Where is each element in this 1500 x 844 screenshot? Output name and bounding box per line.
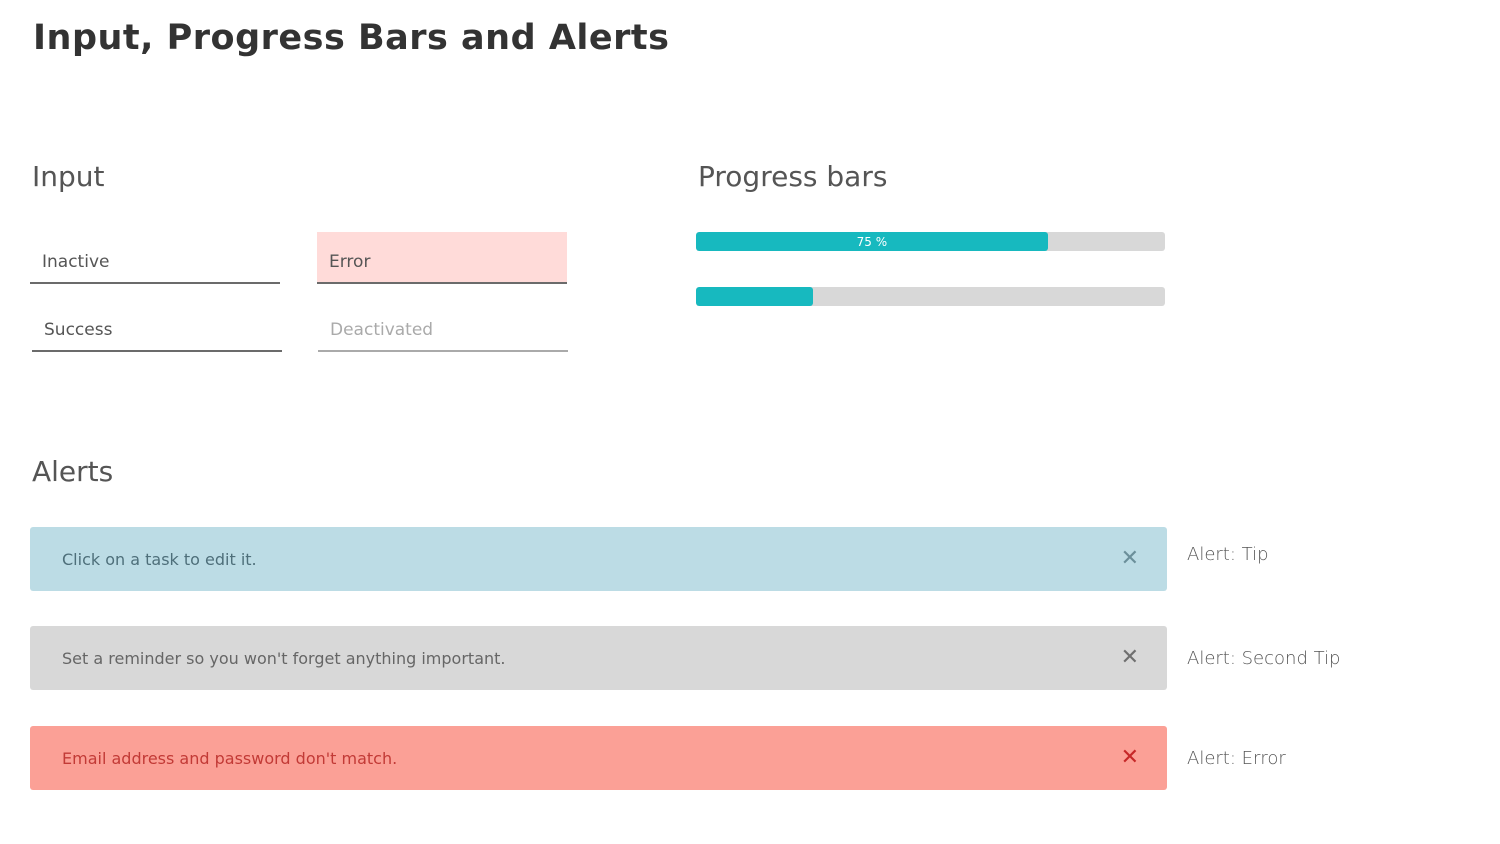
alert-tip: Click on a task to edit it. ✕ xyxy=(30,527,1167,591)
success-input[interactable]: Success xyxy=(32,300,282,352)
deactivated-input: Deactivated xyxy=(318,300,568,352)
close-icon[interactable]: ✕ xyxy=(1120,645,1139,670)
progress-bar-2-fill xyxy=(696,287,814,306)
inactive-input[interactable]: Inactive xyxy=(30,232,280,284)
alert-error-caption: Alert: Error xyxy=(1187,748,1286,769)
error-input-label: Error xyxy=(329,252,371,272)
progress-bar-1-fill: 75 % xyxy=(696,232,1048,251)
alert-second-tip: Set a reminder so you won't forget anyth… xyxy=(30,626,1167,690)
alert-second-tip-caption: Alert: Second Tip xyxy=(1187,648,1341,669)
progress-section-title: Progress bars xyxy=(698,160,888,193)
page-title: Input, Progress Bars and Alerts xyxy=(33,18,670,58)
alerts-section-title: Alerts xyxy=(32,455,114,488)
alert-tip-caption: Alert: Tip xyxy=(1187,544,1269,565)
error-input[interactable]: Error xyxy=(317,232,567,284)
deactivated-input-label: Deactivated xyxy=(330,320,434,340)
close-icon[interactable]: ✕ xyxy=(1120,745,1139,770)
alert-second-tip-message: Set a reminder so you won't forget anyth… xyxy=(62,648,506,668)
alert-error: Email address and password don't match. … xyxy=(30,726,1167,790)
input-section-title: Input xyxy=(32,160,105,193)
inactive-input-label: Inactive xyxy=(42,252,110,272)
close-icon[interactable]: ✕ xyxy=(1120,546,1139,571)
progress-bar-1-label: 75 % xyxy=(856,234,888,249)
success-input-label: Success xyxy=(44,320,113,340)
progress-bar-1: 75 % xyxy=(696,232,1165,251)
alert-error-message: Email address and password don't match. xyxy=(62,748,398,768)
progress-bar-2 xyxy=(696,287,1165,306)
alert-tip-message: Click on a task to edit it. xyxy=(62,549,257,569)
